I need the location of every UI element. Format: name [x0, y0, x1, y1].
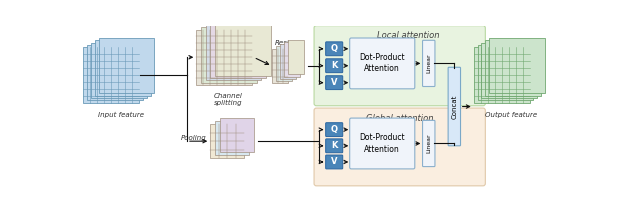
Text: K: K — [331, 61, 337, 70]
Text: Q: Q — [331, 44, 338, 53]
Text: V: V — [331, 78, 337, 87]
Text: Dot-Product
Attention: Dot-Product Attention — [360, 53, 405, 73]
Text: Pooling: Pooling — [180, 135, 206, 141]
Bar — [215, 121, 249, 155]
FancyBboxPatch shape — [314, 108, 485, 186]
Text: K: K — [331, 141, 337, 150]
Bar — [87, 45, 143, 100]
Bar — [284, 42, 300, 76]
FancyBboxPatch shape — [314, 26, 485, 106]
FancyBboxPatch shape — [326, 59, 343, 73]
FancyBboxPatch shape — [326, 42, 343, 56]
Text: Dot-Product
Attention: Dot-Product Attention — [360, 134, 405, 153]
Bar — [477, 45, 533, 100]
Text: Reshape: Reshape — [275, 40, 305, 46]
FancyBboxPatch shape — [422, 120, 435, 166]
Bar — [280, 44, 296, 79]
Bar — [474, 47, 529, 103]
Bar — [205, 25, 261, 80]
Bar — [99, 38, 154, 94]
Bar — [220, 118, 253, 152]
FancyBboxPatch shape — [349, 38, 415, 89]
Bar — [276, 46, 292, 81]
FancyBboxPatch shape — [422, 40, 435, 86]
FancyBboxPatch shape — [326, 123, 343, 137]
Text: Linear: Linear — [426, 54, 431, 73]
Bar — [485, 40, 541, 96]
Bar — [91, 43, 147, 98]
Bar — [95, 40, 150, 96]
FancyBboxPatch shape — [448, 67, 461, 146]
FancyBboxPatch shape — [326, 155, 343, 169]
Bar — [83, 47, 139, 103]
Bar — [288, 40, 304, 74]
Text: Output feature: Output feature — [485, 112, 538, 118]
Text: Input feature: Input feature — [98, 112, 144, 118]
Bar — [201, 27, 257, 83]
Text: V: V — [331, 158, 337, 166]
Bar — [196, 30, 252, 85]
FancyBboxPatch shape — [349, 118, 415, 169]
FancyBboxPatch shape — [326, 139, 343, 153]
Bar — [489, 38, 545, 94]
Text: Linear: Linear — [426, 134, 431, 153]
Text: Local attention: Local attention — [377, 31, 439, 40]
Text: Global attention: Global attention — [366, 114, 433, 123]
Bar — [481, 43, 537, 98]
Bar — [272, 49, 289, 83]
Bar — [210, 124, 244, 158]
Text: Concat: Concat — [451, 94, 458, 119]
Text: Channel
splitting: Channel splitting — [214, 93, 243, 106]
FancyBboxPatch shape — [326, 76, 343, 90]
Bar — [215, 20, 271, 76]
Text: Q: Q — [331, 125, 338, 134]
Bar — [210, 23, 266, 78]
